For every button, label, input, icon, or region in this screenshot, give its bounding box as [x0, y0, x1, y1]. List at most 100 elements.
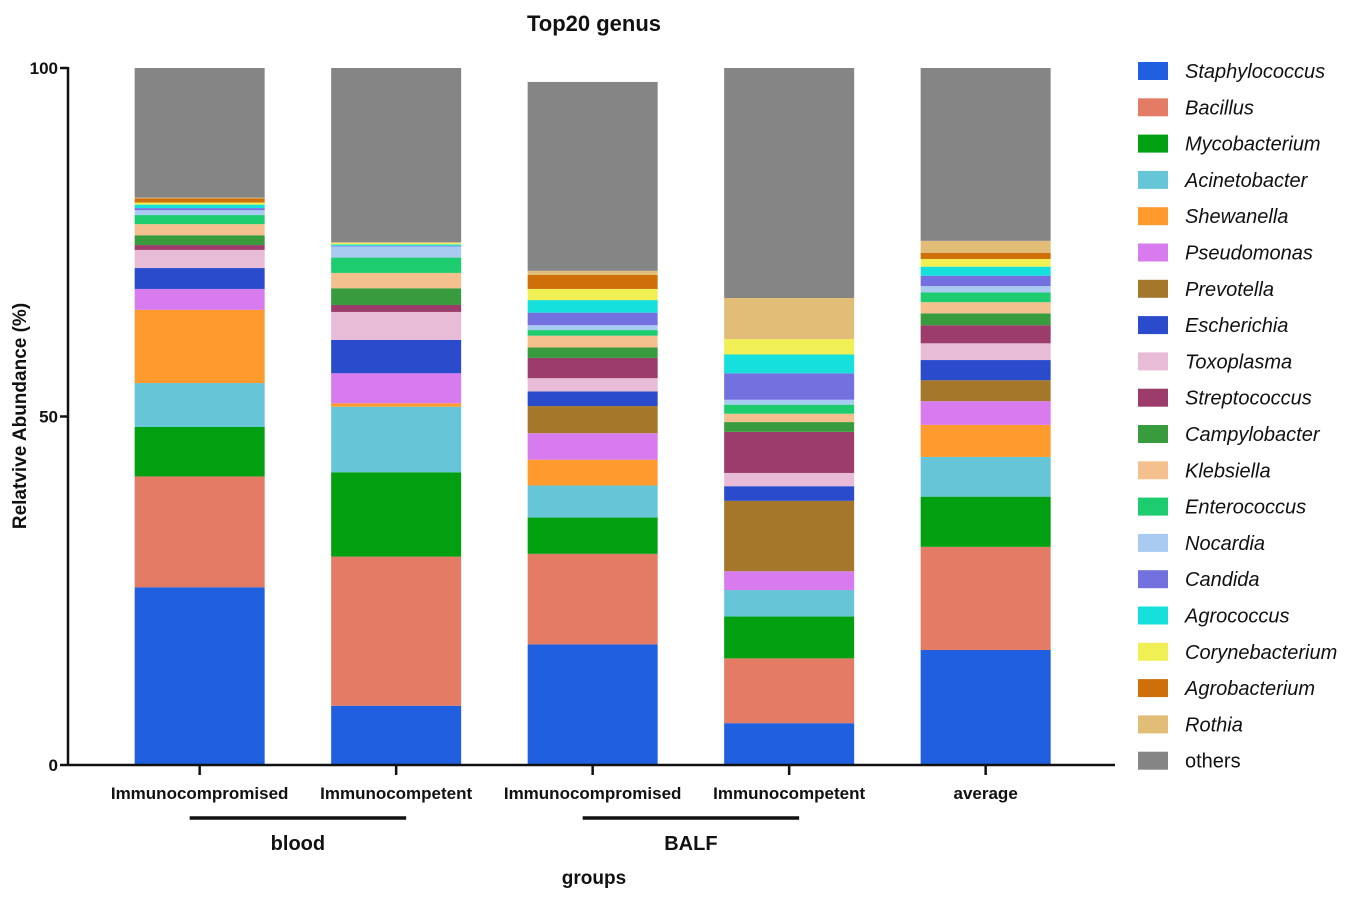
bar-segment-klebsiella-1 — [331, 272, 462, 289]
bar-segment-corynebacterium-2 — [527, 288, 658, 301]
bar-segment-bacillus-2 — [527, 553, 658, 645]
bar-segment-campylobacter-4 — [920, 313, 1051, 326]
bar-segment-escherichia-3 — [724, 486, 855, 501]
bar-segment-bacillus-3 — [724, 658, 855, 724]
bar-segment-others-3 — [724, 68, 855, 299]
bar-segment-bacillus-1 — [331, 556, 462, 706]
legend-swatch-prevotella — [1138, 279, 1168, 298]
bar-segment-prevotella-3 — [724, 500, 855, 572]
bar-segment-streptococcus-1 — [331, 304, 462, 312]
bar-segment-pseudomonas-4 — [920, 401, 1051, 425]
bar-segment-staphylococcus-1 — [331, 705, 462, 765]
plot-area: 0 50 100 Immunocompromised Immunocompetent Im… — [30, 59, 1115, 855]
bar-segment-rothia-2 — [527, 270, 658, 276]
bar-segment-agrococcus-3 — [724, 354, 855, 374]
bar-segment-escherichia-0 — [134, 268, 265, 289]
legend-label-mycobacterium: Mycobacterium — [1185, 134, 1321, 156]
group-label: BALF — [664, 833, 717, 855]
bar-segment-rothia-1 — [331, 242, 462, 243]
bar-segment-bacillus-0 — [134, 476, 265, 588]
group-label: blood — [271, 833, 325, 855]
bar-segment-agrobacterium-4 — [920, 252, 1051, 259]
legend-swatch-agrococcus — [1138, 606, 1168, 625]
legend-label-corynebacterium: Corynebacterium — [1185, 642, 1337, 664]
bar-segment-pseudomonas-3 — [724, 571, 855, 591]
bar-segment-enterococcus-2 — [527, 330, 658, 336]
bar-segment-nocardia-4 — [920, 286, 1051, 293]
bar-segment-staphylococcus-4 — [920, 649, 1051, 765]
bar-segment-acinetobacter-0 — [134, 383, 265, 427]
y-tick-label: 0 — [49, 756, 58, 775]
bar-segment-enterococcus-1 — [331, 257, 462, 273]
bar-segment-campylobacter-3 — [724, 422, 855, 432]
x-tick-label: Immunocompromised — [111, 784, 289, 803]
bar-segment-toxoplasma-1 — [331, 311, 462, 340]
bar-segment-streptococcus-4 — [920, 325, 1051, 344]
legend: Staphylococcus Bacillus Mycobacterium Acine… — [1138, 61, 1337, 773]
bar-segment-shewanella-4 — [920, 424, 1051, 457]
legend-label-nocardia: Nocardia — [1185, 533, 1265, 555]
bar-segment-streptococcus-3 — [724, 431, 855, 473]
y-axis-title: Relatvive Abundance (%) — [10, 303, 31, 529]
legend-label-rothia: Rothia — [1185, 714, 1243, 736]
bar-segment-campylobacter-0 — [134, 235, 265, 246]
bar-segment-campylobacter-2 — [527, 347, 658, 358]
bar-segment-enterococcus-3 — [724, 404, 855, 414]
legend-label-campylobacter: Campylobacter — [1185, 424, 1321, 446]
legend-swatch-klebsiella — [1138, 461, 1168, 480]
bar-segment-klebsiella-2 — [527, 335, 658, 348]
x-tick-label: Immunocompetent — [713, 784, 865, 803]
legend-swatch-bacillus — [1138, 98, 1168, 117]
legend-swatch-mycobacterium — [1138, 134, 1168, 153]
bar-segment-pseudomonas-2 — [527, 433, 658, 460]
bar-segment-toxoplasma-4 — [920, 343, 1051, 361]
legend-swatch-campylobacter — [1138, 425, 1168, 443]
legend-swatch-acinetobacter — [1138, 170, 1168, 189]
bar-segment-streptococcus-2 — [527, 357, 658, 379]
x-tick-label: average — [954, 784, 1018, 803]
legend-swatch-pseudomonas — [1138, 243, 1168, 262]
chart-title: Top20 genus — [527, 11, 661, 36]
bar-segment-agrococcus-1 — [331, 244, 462, 246]
legend-swatch-streptococcus — [1138, 388, 1168, 407]
legend-label-prevotella: Prevotella — [1185, 279, 1274, 301]
bar-segment-escherichia-1 — [331, 339, 462, 374]
bar-segment-klebsiella-3 — [724, 413, 855, 423]
bar-segment-streptococcus-0 — [134, 245, 265, 250]
bar-segment-rothia-4 — [920, 240, 1051, 253]
y-tick-label: 50 — [39, 408, 58, 427]
bar-segment-toxoplasma-2 — [527, 378, 658, 392]
bar-segment-shewanella-2 — [527, 459, 658, 486]
bar-segment-mycobacterium-1 — [331, 472, 462, 557]
bar-segment-escherichia-2 — [527, 391, 658, 407]
legend-label-shewanella: Shewanella — [1185, 206, 1288, 228]
x-tick-label: Immunocompromised — [504, 784, 682, 803]
bar-segment-acinetobacter-2 — [527, 485, 658, 518]
bar-segment-toxoplasma-3 — [724, 472, 855, 487]
bar-segment-acinetobacter-4 — [920, 456, 1051, 497]
bar-segment-shewanella-0 — [134, 309, 265, 384]
bar-segment-campylobacter-1 — [331, 288, 462, 305]
bar-segment-corynebacterium-4 — [920, 258, 1051, 267]
bar-segment-pseudomonas-1 — [331, 373, 462, 404]
bar-segment-staphylococcus-0 — [134, 587, 265, 765]
bar-segment-candida-4 — [920, 275, 1051, 287]
bar-segment-prevotella-2 — [527, 406, 658, 434]
bar-segment-mycobacterium-4 — [920, 496, 1051, 547]
bar-segment-rothia-0 — [134, 197, 265, 199]
legend-swatch-agrobacterium — [1138, 679, 1168, 698]
legend-swatch-enterococcus — [1138, 497, 1168, 516]
legend-label-staphylococcus: Staphylococcus — [1185, 61, 1325, 83]
bar-segment-shewanella-1 — [331, 403, 462, 407]
legend-label-klebsiella: Klebsiella — [1185, 460, 1271, 482]
bar-segment-corynebacterium-1 — [331, 242, 462, 245]
legend-label-pseudomonas: Pseudomonas — [1185, 243, 1313, 265]
bar-segment-nocardia-1 — [331, 246, 462, 258]
bar-segment-enterococcus-4 — [920, 292, 1051, 303]
bar-segment-others-4 — [920, 68, 1051, 241]
legend-swatch-escherichia — [1138, 316, 1168, 335]
legend-label-escherichia: Escherichia — [1185, 315, 1288, 337]
legend-swatch-others — [1138, 751, 1168, 770]
bar-segment-nocardia-0 — [134, 210, 265, 216]
